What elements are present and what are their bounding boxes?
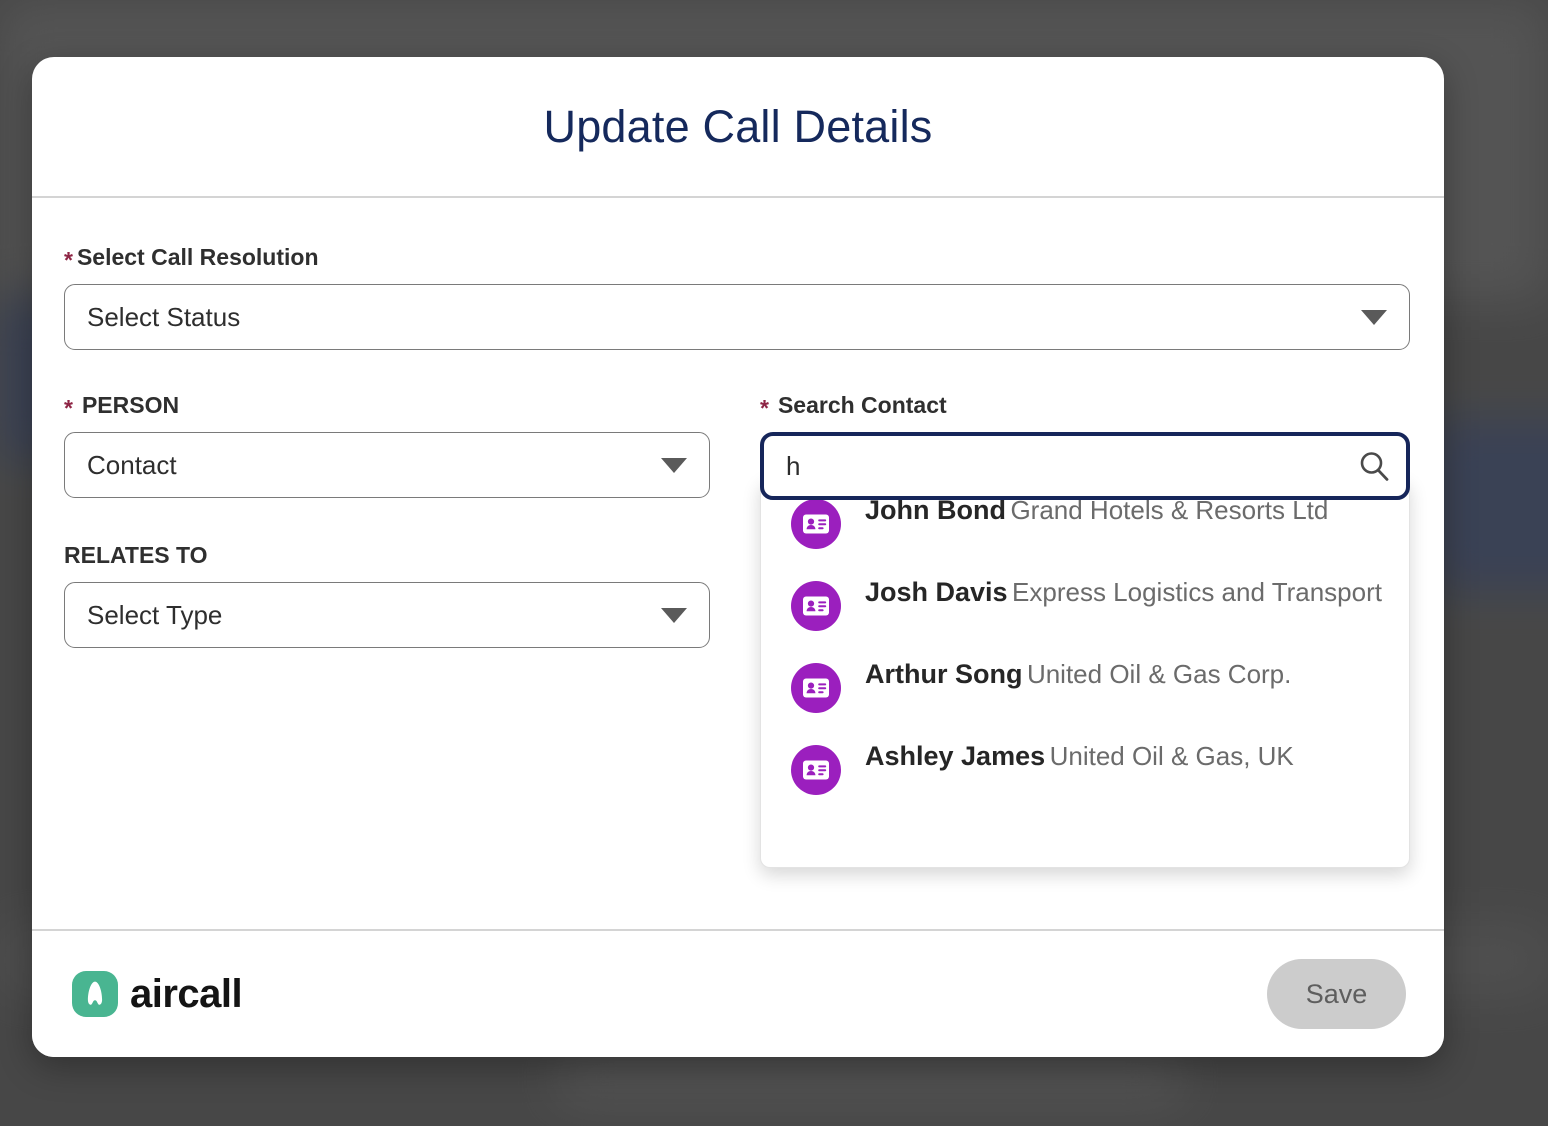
- field-call-resolution: * Select Call Resolution Select Status: [64, 244, 1410, 350]
- select-person-value: Contact: [87, 449, 177, 480]
- contact-company: United Oil & Gas, UK: [1049, 741, 1294, 771]
- required-asterisk-icon: *: [64, 247, 73, 273]
- contact-name: Josh Davis: [865, 577, 1008, 607]
- update-call-details-modal: Update Call Details * Select Call Resolu…: [32, 57, 1444, 1057]
- label-person-text: PERSON: [81, 392, 180, 418]
- modal-body: * Select Call Resolution Select Status *…: [32, 198, 1444, 929]
- select-call-resolution-value: Select Status: [87, 301, 241, 332]
- list-item-text: Arthur Song United Oil & Gas Corp.: [865, 658, 1291, 692]
- modal-header: Update Call Details: [32, 57, 1444, 198]
- save-button[interactable]: Save: [1267, 959, 1406, 1029]
- search-icon[interactable]: [1356, 448, 1392, 484]
- contact-card-icon: [791, 745, 841, 795]
- aircall-logo-icon: [72, 971, 118, 1017]
- list-item[interactable]: Ashley James United Oil & Gas, UK: [761, 725, 1409, 807]
- field-relates-to: RELATES TO Select Type: [64, 542, 710, 648]
- contact-card-icon: [791, 581, 841, 631]
- label-search-contact-text: Search Contact: [777, 392, 947, 418]
- contact-company: Express Logistics and Transport: [1012, 577, 1382, 607]
- list-item-text: Ashley James United Oil & Gas, UK: [865, 740, 1294, 774]
- label-call-resolution: * Select Call Resolution: [64, 244, 1410, 273]
- required-asterisk-icon: *: [760, 395, 769, 421]
- page-title: Update Call Details: [543, 100, 933, 152]
- list-item-text: John Bond Grand Hotels & Resorts Ltd: [865, 494, 1328, 528]
- modal-footer: aircall Save: [32, 929, 1444, 1057]
- contact-name: Arthur Song: [865, 659, 1023, 689]
- contact-name: John Bond: [865, 495, 1006, 525]
- field-person: * PERSON Contact: [64, 392, 710, 498]
- aircall-brand: aircall: [72, 971, 243, 1017]
- contact-card-icon: [791, 663, 841, 713]
- list-item[interactable]: Josh Davis Express Logistics and Transpo…: [761, 561, 1409, 643]
- contact-card-icon: [791, 499, 841, 549]
- form-column-left: * PERSON Contact RELATES TO Select Type: [64, 392, 710, 648]
- list-item[interactable]: John Bond Grand Hotels & Resorts Ltd: [761, 479, 1409, 561]
- required-asterisk-icon: *: [64, 395, 73, 421]
- chevron-down-icon: [661, 607, 687, 623]
- list-item[interactable]: Arthur Song United Oil & Gas Corp.: [761, 643, 1409, 725]
- select-call-resolution[interactable]: Select Status: [64, 284, 1410, 350]
- chevron-down-icon: [661, 457, 687, 473]
- search-results-dropdown[interactable]: John Bond Grand Hotels & Resorts Ltd: [760, 478, 1410, 868]
- form-column-right: * Search Contact: [760, 392, 1410, 868]
- contact-name: Ashley James: [865, 741, 1046, 771]
- contact-company: United Oil & Gas Corp.: [1026, 659, 1292, 689]
- label-call-resolution-text: Select Call Resolution: [76, 244, 319, 270]
- label-relates-to-text: RELATES TO: [64, 542, 208, 568]
- contact-company: Grand Hotels & Resorts Ltd: [1010, 495, 1329, 525]
- select-relates-to[interactable]: Select Type: [64, 582, 710, 648]
- list-item-text: Josh Davis Express Logistics and Transpo…: [865, 576, 1382, 610]
- select-person[interactable]: Contact: [64, 432, 710, 498]
- chevron-down-icon: [1361, 309, 1387, 325]
- label-person: * PERSON: [64, 392, 710, 421]
- label-search-contact: * Search Contact: [760, 392, 1410, 421]
- aircall-wordmark: aircall: [130, 972, 243, 1016]
- form-row-person-search: * PERSON Contact RELATES TO Select Type: [64, 392, 1412, 868]
- search-input[interactable]: [786, 450, 1356, 482]
- select-relates-to-value: Select Type: [87, 599, 223, 630]
- label-relates-to: RELATES TO: [64, 542, 710, 569]
- search-contact-field[interactable]: [760, 432, 1410, 500]
